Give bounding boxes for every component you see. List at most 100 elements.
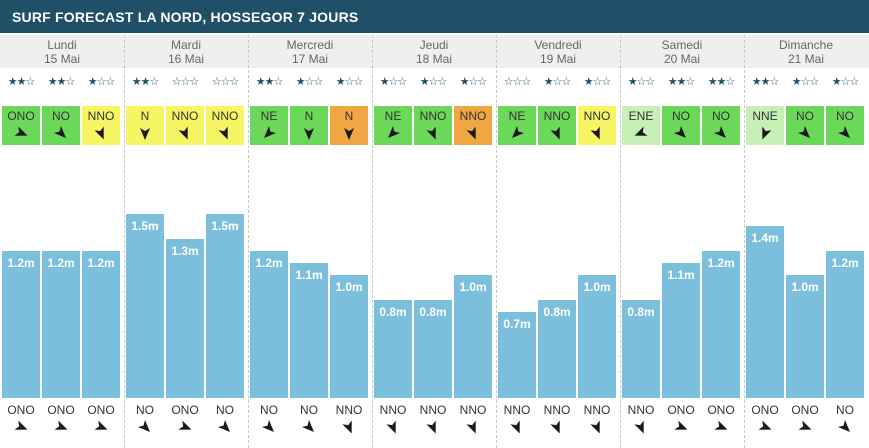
swell-direction-label: ONO	[47, 403, 75, 417]
wind-direction-label: N	[304, 109, 314, 123]
wind-direction-label: NO	[836, 109, 854, 123]
rating-stars: ★★☆	[47, 76, 76, 88]
wave-bar	[826, 251, 864, 398]
swell-direction-label: ONO	[707, 403, 735, 417]
day-separator	[248, 35, 249, 448]
rating-stars: ★★☆	[131, 76, 160, 88]
wind-direction-label: NE	[384, 109, 402, 123]
swell-arrow-icon	[54, 420, 68, 430]
swell-direction-label: NO	[836, 403, 854, 417]
wind-arrow-icon	[53, 125, 66, 138]
day-name: Samedi	[661, 38, 703, 52]
day-name: Dimanche	[778, 38, 834, 52]
wind-arrow-icon	[218, 126, 228, 140]
swell-arrow-icon	[633, 419, 649, 440]
wind-arrow-icon	[53, 125, 69, 146]
swell-arrow-icon	[714, 420, 728, 430]
wind-box: NNO	[538, 106, 576, 145]
wind-direction-label: NO	[712, 109, 730, 123]
wave-height-label: 1.2m	[707, 256, 735, 270]
swell-arrow-icon	[510, 420, 520, 434]
wind-arrow-icon	[137, 125, 153, 146]
swell-direction-label: NO	[260, 403, 278, 417]
day-name: Vendredi	[534, 38, 582, 52]
wind-box: N	[126, 106, 164, 145]
swell-direction-label: NNO	[379, 403, 407, 417]
wind-arrow-icon	[177, 125, 193, 146]
wave-bar	[166, 239, 204, 398]
rating-stars: ★★☆	[7, 76, 36, 88]
wind-direction-label: ONO	[7, 109, 35, 123]
wind-direction-label: N	[140, 109, 150, 123]
wind-arrow-icon	[466, 126, 476, 140]
day-name: Mardi	[170, 38, 201, 52]
wave-bar	[82, 251, 120, 398]
wind-box: NO	[42, 106, 80, 145]
wind-arrow-icon	[589, 125, 605, 146]
swell-direction-label: ONO	[751, 403, 779, 417]
rating-stars: ★☆☆	[379, 76, 408, 88]
day-date: 17 Mai	[291, 52, 329, 66]
wave-height-label: 1.5m	[211, 219, 239, 233]
swell-arrow-icon	[837, 419, 853, 440]
swell-arrow-icon	[758, 420, 772, 430]
wind-arrow-icon	[93, 125, 109, 146]
swell-arrow-icon	[465, 419, 481, 440]
rating-stars: ★☆☆	[459, 76, 488, 88]
wind-direction-label: N	[344, 109, 354, 123]
rating-stars: ★★☆	[751, 76, 780, 88]
wind-arrow-icon	[673, 125, 686, 138]
wind-direction-label: NO	[672, 109, 690, 123]
wind-arrow-icon	[797, 125, 810, 138]
wind-arrow-icon	[550, 126, 560, 140]
wind-arrow-icon	[549, 125, 565, 146]
wind-box: ENE	[622, 106, 660, 145]
wave-height-label: 1.5m	[131, 219, 159, 233]
wind-arrow-icon	[713, 125, 729, 146]
rating-stars: ★★☆	[667, 76, 696, 88]
wave-bar	[330, 275, 368, 398]
wind-arrow-icon	[94, 126, 104, 140]
rating-stars: ★☆☆	[791, 76, 820, 88]
wave-bar	[250, 251, 288, 398]
swell-arrow-icon	[177, 419, 193, 440]
rating-stars: ★☆☆	[627, 76, 656, 88]
wave-height-label: 1.0m	[459, 280, 487, 294]
day-name: Lundi	[47, 38, 77, 52]
wave-height-label: 1.2m	[255, 256, 283, 270]
swell-direction-label: NNO	[503, 403, 531, 417]
swell-arrow-icon	[342, 420, 352, 434]
wind-arrow-icon	[344, 128, 354, 140]
swell-arrow-icon	[385, 419, 401, 440]
swell-arrow-icon	[589, 419, 605, 440]
day-date: 16 Mai	[167, 52, 205, 66]
wind-arrow-icon	[634, 126, 648, 136]
wave-bar	[538, 300, 576, 398]
swell-arrow-icon	[757, 419, 773, 440]
wind-arrow-icon	[301, 125, 317, 146]
wind-box: ONO	[2, 106, 40, 145]
wind-box: NNO	[82, 106, 120, 145]
wind-arrow-icon	[261, 125, 277, 146]
swell-arrow-icon	[590, 420, 600, 434]
wave-bar	[290, 263, 328, 398]
wind-arrow-icon	[388, 125, 401, 138]
swell-arrow-icon	[301, 419, 317, 440]
wave-bar	[126, 214, 164, 398]
swell-arrow-icon	[550, 420, 560, 434]
rating-stars: ★☆☆	[543, 76, 572, 88]
wind-box: NO	[826, 106, 864, 145]
wind-direction-label: NO	[52, 109, 70, 123]
swell-arrow-icon	[137, 419, 150, 432]
swell-arrow-icon	[466, 420, 476, 434]
wind-box: NE	[374, 106, 412, 145]
day-separator	[620, 35, 621, 448]
wave-bar	[746, 226, 784, 398]
wave-height-label: 0.8m	[627, 305, 655, 319]
swell-arrow-icon	[673, 419, 689, 440]
swell-arrow-icon	[386, 420, 396, 434]
wind-arrow-icon	[426, 126, 436, 140]
wind-arrow-icon	[633, 125, 649, 146]
wind-arrow-icon	[797, 125, 813, 146]
rating-stars: ★★☆	[255, 76, 284, 88]
